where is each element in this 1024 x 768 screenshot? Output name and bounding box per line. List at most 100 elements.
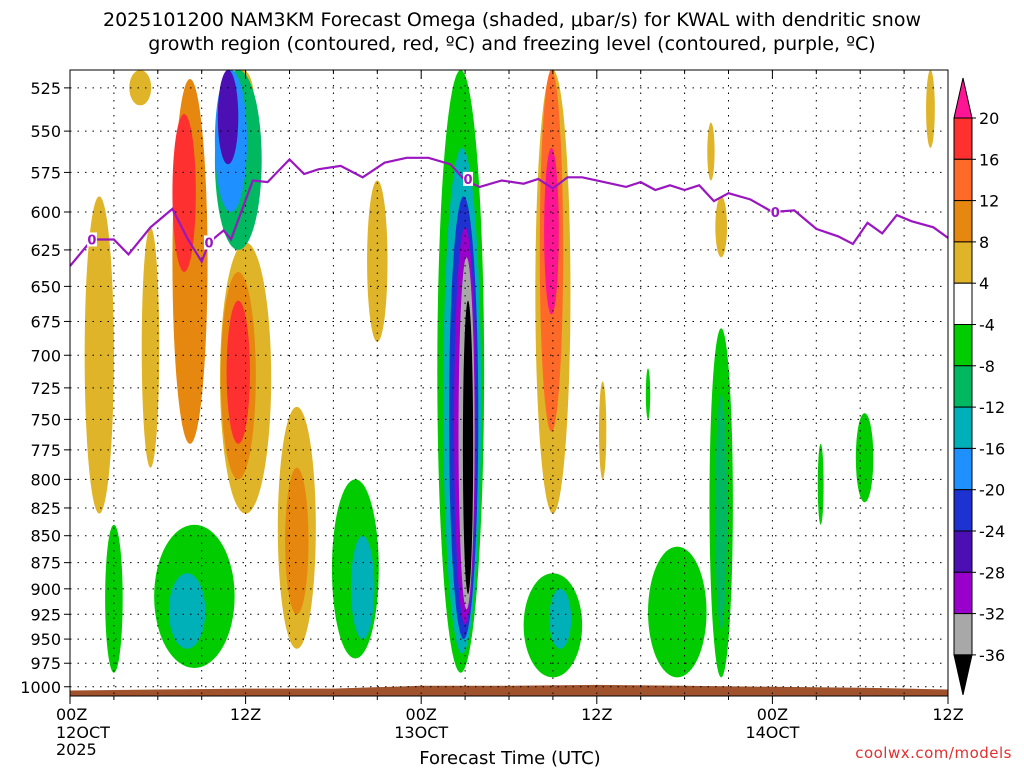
y-tick-label-1000: 1000 bbox=[20, 678, 61, 697]
y-tick-label-575: 575 bbox=[30, 163, 61, 182]
colorbar-label-10: -24 bbox=[979, 522, 1005, 541]
colorbar: 20 16 12 8 4 -4 -8 -12 -16 -20 -24 -28 -32 -36 bbox=[953, 77, 1005, 696]
x-tick-label-2: 00Z bbox=[406, 705, 437, 724]
colorbar-bin-9 bbox=[953, 447, 973, 491]
omega-region-8 bbox=[817, 443, 824, 525]
omega-region-18 bbox=[598, 381, 607, 480]
y-tick-label-600: 600 bbox=[30, 203, 61, 222]
colorbar-bin-2 bbox=[953, 158, 973, 202]
x-tick-label-1: 12Z bbox=[230, 705, 261, 724]
chart-title-line-1: 2025101200 NAM3KM Forecast Omega (shaded… bbox=[102, 9, 921, 31]
colorbar-bin-1 bbox=[953, 117, 973, 160]
omega-region-1 bbox=[105, 524, 123, 673]
omega-region-31 bbox=[549, 588, 572, 649]
x-date-label-0: 12OCT bbox=[56, 723, 110, 742]
y-tick-label-650: 650 bbox=[30, 277, 61, 296]
colorbar-bottom-arrow bbox=[953, 654, 973, 696]
colorbar-bin-12 bbox=[953, 571, 973, 615]
colorbar-bin-5 bbox=[953, 282, 973, 326]
omega-region-33 bbox=[172, 114, 196, 272]
y-tick-label-550: 550 bbox=[30, 122, 61, 141]
colorbar-label-6: -8 bbox=[979, 357, 995, 376]
y-tick-label-975: 975 bbox=[30, 654, 61, 673]
colorbar-label-11: -28 bbox=[979, 563, 1005, 582]
freezing-label-3: 0 bbox=[771, 206, 780, 221]
colorbar-bin-3 bbox=[953, 200, 973, 243]
y-tick-label-825: 825 bbox=[30, 499, 61, 518]
omega-region-14 bbox=[141, 227, 160, 468]
colorbar-label-5: -4 bbox=[979, 316, 995, 335]
freezing-label-2: 0 bbox=[464, 173, 473, 188]
colorbar-label-8: -16 bbox=[979, 439, 1005, 458]
colorbar-bin-7 bbox=[953, 365, 973, 408]
colorbar-label-13: -36 bbox=[979, 646, 1005, 665]
colorbar-label-0: 20 bbox=[979, 109, 999, 128]
omega-region-23 bbox=[715, 394, 728, 630]
omega-region-19 bbox=[715, 196, 728, 258]
y-tick-label-750: 750 bbox=[30, 410, 61, 429]
y-tick-label-675: 675 bbox=[30, 312, 61, 331]
freezing-label-bg-3 bbox=[770, 204, 781, 219]
omega-region-37 bbox=[217, 70, 239, 165]
y-tick-label-900: 900 bbox=[30, 580, 61, 599]
chart-title-line-2: growth region (contoured, red, ºC) and f… bbox=[148, 33, 876, 55]
freezing-label-1: 0 bbox=[204, 236, 213, 251]
colorbar-bin-11 bbox=[953, 530, 973, 573]
y-tick-label-925: 925 bbox=[30, 605, 61, 624]
freezing-level-contour: 0 0 0 0 bbox=[70, 156, 948, 267]
colorbar-label-4: 4 bbox=[979, 274, 989, 293]
colorbar-bin-10 bbox=[953, 489, 973, 532]
y-tick-label-950: 950 bbox=[30, 630, 61, 649]
y-axis: 525 550 575 600 625 650 675 700 725 750 775 800 825 8… bbox=[20, 79, 70, 697]
omega-region-20 bbox=[926, 70, 935, 148]
y-tick-label-800: 800 bbox=[30, 470, 61, 489]
x-date-label-2: 13OCT bbox=[394, 723, 448, 742]
x-tick-label-0: 00Z bbox=[56, 705, 87, 724]
colorbar-label-9: -20 bbox=[979, 481, 1005, 500]
omega-region-29 bbox=[168, 573, 206, 649]
omega-region-5 bbox=[648, 546, 707, 678]
y-tick-label-875: 875 bbox=[30, 554, 61, 573]
omega-region-26 bbox=[285, 467, 309, 615]
omega-region-34 bbox=[226, 300, 250, 444]
x-axis-title: Forecast Time (UTC) bbox=[419, 748, 600, 768]
freezing-label-bg-2 bbox=[463, 171, 474, 186]
omega-region-15 bbox=[367, 180, 388, 342]
freezing-label-bg-1 bbox=[204, 235, 215, 250]
y-tick-label-625: 625 bbox=[30, 241, 61, 260]
x-date-label-4: 14OCT bbox=[745, 723, 799, 742]
y-tick-label-850: 850 bbox=[30, 527, 61, 546]
credit-text: coolwx.com/models bbox=[855, 744, 1012, 762]
omega-region-7 bbox=[855, 413, 874, 503]
colorbar-label-12: -32 bbox=[979, 605, 1005, 624]
omega-region-16 bbox=[129, 70, 152, 106]
y-tick-label-775: 775 bbox=[30, 441, 61, 460]
x-tick-label-4: 00Z bbox=[757, 705, 788, 724]
colorbar-top-arrow bbox=[953, 77, 973, 119]
omega-region-40 bbox=[462, 300, 474, 594]
colorbar-label-3: 8 bbox=[979, 233, 989, 252]
omega-region-21 bbox=[707, 122, 715, 181]
ground-surface bbox=[70, 684, 948, 696]
omega-region-13 bbox=[84, 196, 114, 514]
colorbar-bin-13 bbox=[953, 613, 973, 656]
freezing-label-bg-0 bbox=[86, 232, 97, 247]
colorbar-bin-8 bbox=[953, 406, 973, 449]
omega-region-9 bbox=[645, 368, 651, 420]
omega-field bbox=[84, 70, 935, 678]
y-tick-label-725: 725 bbox=[30, 379, 61, 398]
colorbar-label-2: 12 bbox=[979, 192, 999, 211]
x-tick-label-5: 12Z bbox=[932, 705, 963, 724]
colorbar-label-7: -12 bbox=[979, 398, 1005, 417]
omega-region-30 bbox=[350, 535, 375, 640]
colorbar-label-1: 16 bbox=[979, 150, 999, 169]
omega-region-36 bbox=[544, 147, 559, 315]
colorbar-bin-4 bbox=[953, 241, 973, 284]
freezing-label-0: 0 bbox=[87, 233, 96, 248]
y-tick-label-700: 700 bbox=[30, 346, 61, 365]
y-tick-label-525: 525 bbox=[30, 79, 61, 98]
x-tick-label-3: 12Z bbox=[581, 705, 612, 724]
x-year-label-0: 2025 bbox=[56, 740, 97, 759]
